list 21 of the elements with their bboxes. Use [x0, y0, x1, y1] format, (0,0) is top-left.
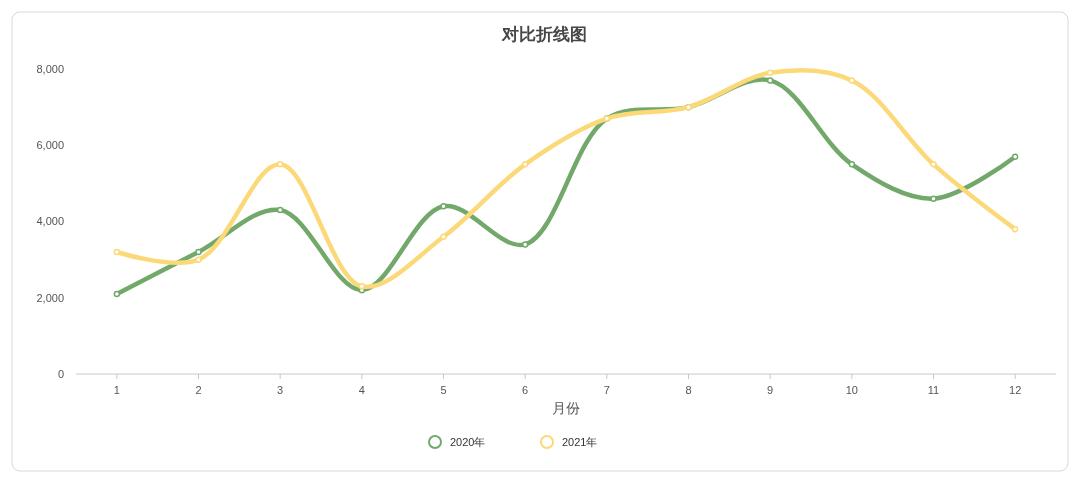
chart-title: 对比折线图 — [500, 25, 587, 44]
x-axis-title: 月份 — [552, 400, 580, 416]
x-tick-label: 7 — [603, 384, 610, 396]
x-tick-label: 6 — [522, 384, 529, 396]
x-tick-label: 4 — [358, 384, 365, 396]
x-tick-label: 5 — [440, 384, 447, 396]
x-tick-label: 2 — [195, 384, 202, 396]
legend-label: 2020年 — [450, 435, 486, 448]
y-tick-label: 8,000 — [36, 62, 64, 75]
y-tick-label: 0 — [57, 367, 64, 380]
x-tick-label: 3 — [277, 384, 284, 396]
x-tick-label: 8 — [685, 384, 692, 396]
x-tick-label: 12 — [1009, 384, 1022, 396]
x-tick-label: 9 — [767, 384, 774, 396]
x-tick-label: 11 — [927, 384, 940, 396]
y-tick-label: 4,000 — [36, 215, 64, 228]
y-tick-label: 2,000 — [36, 291, 64, 304]
x-tick-label: 1 — [113, 384, 120, 396]
legend-label: 2021年 — [562, 435, 598, 448]
y-tick-label: 6,000 — [36, 139, 64, 152]
x-tick-label: 10 — [845, 384, 858, 396]
